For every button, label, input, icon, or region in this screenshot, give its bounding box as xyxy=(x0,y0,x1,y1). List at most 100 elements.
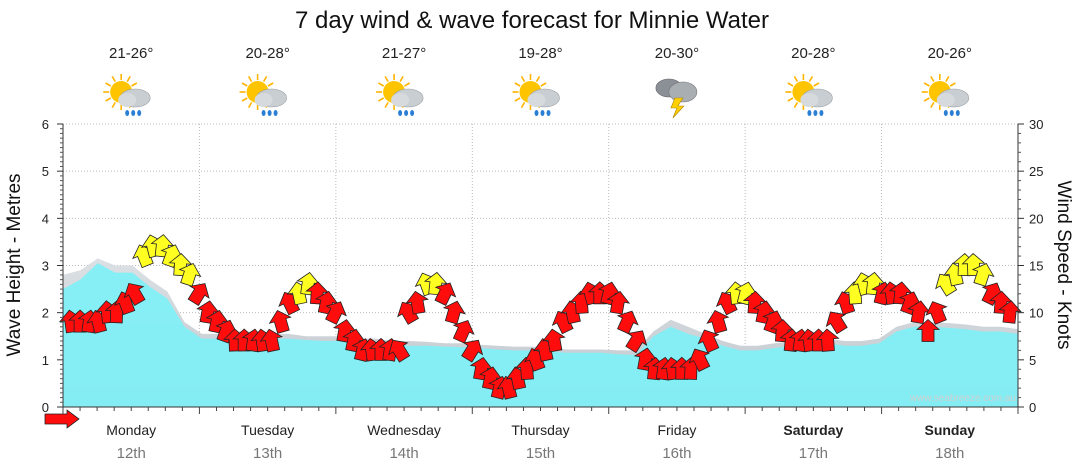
left-tick-label: 0 xyxy=(42,400,49,415)
wind-arrow xyxy=(706,310,730,334)
left-tick-label: 3 xyxy=(42,259,49,274)
rain-drop xyxy=(398,110,403,116)
cloud-shape xyxy=(254,93,273,107)
wind-arrow xyxy=(442,300,466,325)
wind-arrow xyxy=(616,310,639,335)
sun-ray xyxy=(540,82,547,87)
temp-range: 20-26° xyxy=(928,45,972,62)
day-date: 17th xyxy=(799,445,828,462)
day-name: Sunday xyxy=(924,422,975,438)
sun-cloud-rain-icon xyxy=(376,74,424,116)
sun-ray xyxy=(514,97,521,102)
day-name: Wednesday xyxy=(367,422,441,438)
sun-ray xyxy=(808,76,814,82)
rain-drop xyxy=(807,110,812,116)
rain-drop xyxy=(955,110,960,116)
left-tick-label: 4 xyxy=(42,211,49,226)
right-tick-label: 5 xyxy=(1029,353,1036,368)
right-tick-label: 15 xyxy=(1029,259,1043,274)
wind-arrow xyxy=(259,328,284,353)
day-name: Tuesday xyxy=(241,422,294,438)
day-date: 12th xyxy=(117,445,146,462)
left-tick-label: 1 xyxy=(42,353,49,368)
storm-cloud-icon xyxy=(655,78,698,119)
day-name: Monday xyxy=(106,422,156,438)
rain-drop xyxy=(410,110,415,116)
temp-range: 20-28° xyxy=(245,45,289,62)
sun-ray xyxy=(105,82,112,87)
day-date: 18th xyxy=(935,445,964,462)
right-tick-label: 10 xyxy=(1029,306,1043,321)
sun-ray xyxy=(247,102,253,108)
sun-ray xyxy=(520,76,526,82)
wind-arrow xyxy=(123,282,146,307)
day-date: 15th xyxy=(526,445,555,462)
wind-arrow xyxy=(405,290,429,315)
credit-text: www.seabreeze.com.au xyxy=(909,393,1016,404)
wind-arrow xyxy=(187,283,210,307)
sun-ray xyxy=(813,82,820,87)
rain-drop xyxy=(273,110,278,116)
cloud-shape xyxy=(936,93,955,107)
wind-arrow xyxy=(452,320,475,344)
wind-arrow xyxy=(915,318,941,342)
left-tick-label: 6 xyxy=(42,117,49,132)
sun-ray xyxy=(111,76,116,82)
sun-ray xyxy=(930,76,935,82)
sun-ray xyxy=(111,102,116,108)
sun-ray xyxy=(923,97,930,102)
wind-arrow xyxy=(925,301,948,325)
sun-ray xyxy=(930,102,935,108)
cloud-shape xyxy=(527,93,546,107)
cloud-shape xyxy=(800,93,819,107)
wind-arrow xyxy=(606,290,631,315)
sun-ray xyxy=(793,102,799,108)
left-tick-label: 5 xyxy=(42,164,49,179)
wind-arrow-strong xyxy=(971,262,995,287)
sun-ray xyxy=(105,97,112,102)
left-tick-label: 2 xyxy=(42,306,49,321)
cloud-shape xyxy=(391,93,410,107)
sun-cloud-rain-icon xyxy=(103,74,151,116)
rain-drop xyxy=(267,110,272,116)
sun-ray xyxy=(514,82,521,87)
wind-arrow xyxy=(625,330,648,354)
rain-drop xyxy=(819,110,824,116)
wind-arrow xyxy=(397,301,420,325)
temp-range: 21-27° xyxy=(382,45,426,62)
wind-arrow xyxy=(325,301,347,325)
rain-drop xyxy=(137,110,142,116)
sun-ray xyxy=(923,82,930,87)
sun-ray xyxy=(949,82,956,87)
wind-arrow-strong xyxy=(935,273,958,297)
chart-title: 7 day wind & wave forecast for Minnie Wa… xyxy=(295,7,769,34)
sun-ray xyxy=(384,102,389,108)
day-name: Saturday xyxy=(783,422,843,438)
right-tick-label: 0 xyxy=(1029,400,1036,415)
sun-cloud-rain-icon xyxy=(239,74,287,116)
sun-ray xyxy=(241,82,248,87)
sun-ray xyxy=(520,102,526,108)
rain-drop xyxy=(534,110,539,116)
cloud-shape xyxy=(668,81,698,103)
wind-arrow xyxy=(907,300,931,325)
day-date: 16th xyxy=(662,445,691,462)
rain-drop xyxy=(131,110,136,116)
sun-ray xyxy=(793,76,799,82)
right-tick-label: 30 xyxy=(1029,117,1043,132)
sun-ray xyxy=(384,76,389,82)
day-date: 14th xyxy=(389,445,418,462)
sun-cloud-rain-icon xyxy=(785,74,833,116)
sun-cloud-rain-icon xyxy=(921,74,970,116)
sun-ray xyxy=(535,76,541,82)
temp-range: 21-26° xyxy=(109,45,153,62)
sun-ray xyxy=(262,76,268,82)
wind-arrow xyxy=(825,311,848,335)
wind-arrow xyxy=(461,339,484,363)
rain-drop xyxy=(404,110,409,116)
temp-range: 20-28° xyxy=(791,45,835,62)
wind-arrow xyxy=(998,300,1023,324)
wind-arrow xyxy=(434,282,457,306)
sun-ray xyxy=(787,82,794,87)
